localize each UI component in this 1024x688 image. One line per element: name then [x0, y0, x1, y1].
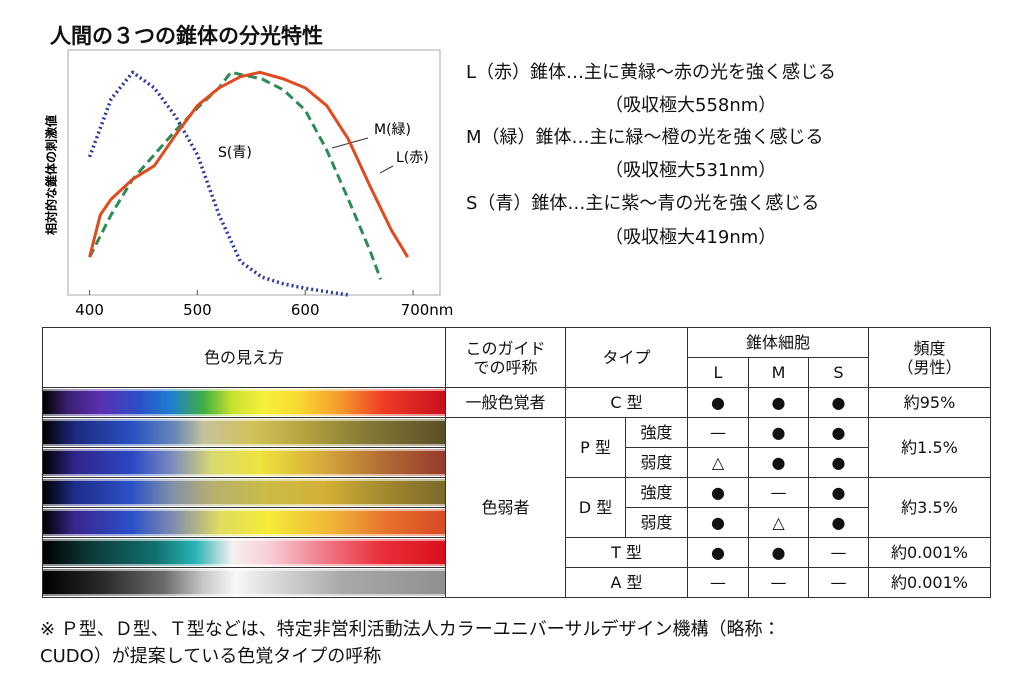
cell: P 型 — [565, 417, 626, 478]
cell: 色弱者 — [445, 417, 566, 598]
footnote: ※ Ｐ型、Ｄ型、Ｔ型などは、特定非営利活動法人カラーユニバーサルデザイン機構（略… — [40, 619, 781, 640]
header-cell: タイプ — [565, 327, 688, 388]
cell: ● — [808, 387, 869, 418]
x-tick-label: 700nm — [401, 301, 454, 319]
cell: 約3.5% — [868, 477, 991, 538]
cell: 弱度 — [625, 507, 688, 538]
cell: ● — [748, 417, 809, 448]
series-line — [88, 70, 409, 258]
header-line: （男性） — [897, 357, 962, 377]
series-label: L(赤) — [396, 150, 429, 166]
color-strip — [43, 509, 445, 536]
plot-frame — [67, 49, 441, 296]
y-axis-label: 相対的な錐体の刺激値 — [44, 115, 59, 235]
header-cell: S — [808, 357, 869, 388]
header-cell: L — [687, 357, 749, 388]
description-sub: （吸収極大419nm） — [605, 227, 777, 248]
cell: — — [748, 567, 809, 598]
cell: — — [687, 567, 749, 598]
cell: 約95% — [868, 387, 991, 418]
description-sub: （吸収極大531nm） — [605, 160, 777, 181]
strip-cell — [42, 417, 446, 448]
color-strip — [43, 449, 445, 476]
x-tick-label: 600 — [291, 301, 320, 319]
strip-cell — [42, 537, 446, 568]
cell: ● — [687, 387, 749, 418]
cell: ● — [808, 417, 869, 448]
cell: ● — [808, 477, 869, 508]
chart: 相対的な錐体の刺激値 400 500 600 700nm S(青) M(緑) L(赤) — [44, 49, 454, 319]
cell: — — [748, 477, 809, 508]
strip-cell — [42, 477, 446, 508]
cell: C 型 — [565, 387, 688, 418]
description-line: L（赤）錐体…主に黄緑～赤の光を強く感じる — [466, 62, 837, 83]
cell: 約0.001% — [868, 567, 991, 598]
cell: ● — [808, 507, 869, 538]
color-strip — [43, 479, 445, 506]
cell: 一般色覚者 — [445, 387, 566, 418]
cell: — — [808, 537, 869, 568]
strip-cell — [42, 387, 446, 418]
cell: 約0.001% — [868, 537, 991, 568]
strip-cell — [42, 567, 446, 598]
cell: △ — [687, 447, 749, 478]
description-line: M（緑）錐体…主に緑～橙の光を強く感じる — [466, 127, 824, 148]
title: 人間の３つの錐体の分光特性 — [50, 24, 323, 48]
cell: ● — [687, 537, 749, 568]
strip-cell — [42, 507, 446, 538]
color-strip — [43, 569, 445, 596]
color-strip — [43, 389, 445, 416]
cell: ● — [808, 447, 869, 478]
cell: — — [808, 567, 869, 598]
series-line — [87, 70, 349, 297]
cell: 強度 — [625, 477, 688, 508]
header-cell: このガイド での呼称 — [445, 327, 566, 388]
cell: 強度 — [625, 417, 688, 448]
cell: — — [687, 417, 749, 448]
strip-cell — [42, 447, 446, 478]
cell: ● — [748, 387, 809, 418]
cell: ● — [687, 507, 749, 538]
series-label: S(青) — [218, 145, 252, 161]
description-sub: （吸収極大558nm） — [605, 95, 777, 116]
cell: A 型 — [565, 567, 688, 598]
header-cell: M — [748, 357, 809, 388]
cell: D 型 — [565, 477, 626, 538]
header-line: での呼称 — [473, 357, 538, 377]
x-tick-label: 400 — [75, 301, 104, 319]
cell: △ — [748, 507, 809, 538]
footnote: CUDO）が提案している色覚タイプの呼称 — [40, 646, 382, 667]
cell: ● — [748, 537, 809, 568]
cell: ● — [748, 447, 809, 478]
header-line: 頻度 — [913, 338, 946, 358]
cell: 弱度 — [625, 447, 688, 478]
label-leader — [379, 165, 394, 174]
cell: ● — [687, 477, 749, 508]
cell: 約1.5% — [868, 417, 991, 478]
color-strip — [43, 539, 445, 566]
header-cell: 頻度 （男性） — [868, 327, 991, 388]
color-strip — [43, 419, 445, 446]
color-vision-table: 色の見え方 このガイド での呼称 タイプ 錐体細胞 頻度 （男性） L M S 一般… — [42, 327, 991, 598]
cell: T 型 — [565, 537, 688, 568]
header-cell: 色の見え方 — [42, 327, 446, 388]
x-tick-label: 500 — [183, 301, 212, 319]
header-line: このガイド — [465, 338, 546, 358]
header-cell: 錐体細胞 — [687, 327, 869, 358]
series-label: M(緑) — [374, 122, 411, 138]
series-line — [88, 70, 383, 280]
description-line: S（青）錐体…主に紫～青の光を強く感じる — [466, 193, 820, 214]
